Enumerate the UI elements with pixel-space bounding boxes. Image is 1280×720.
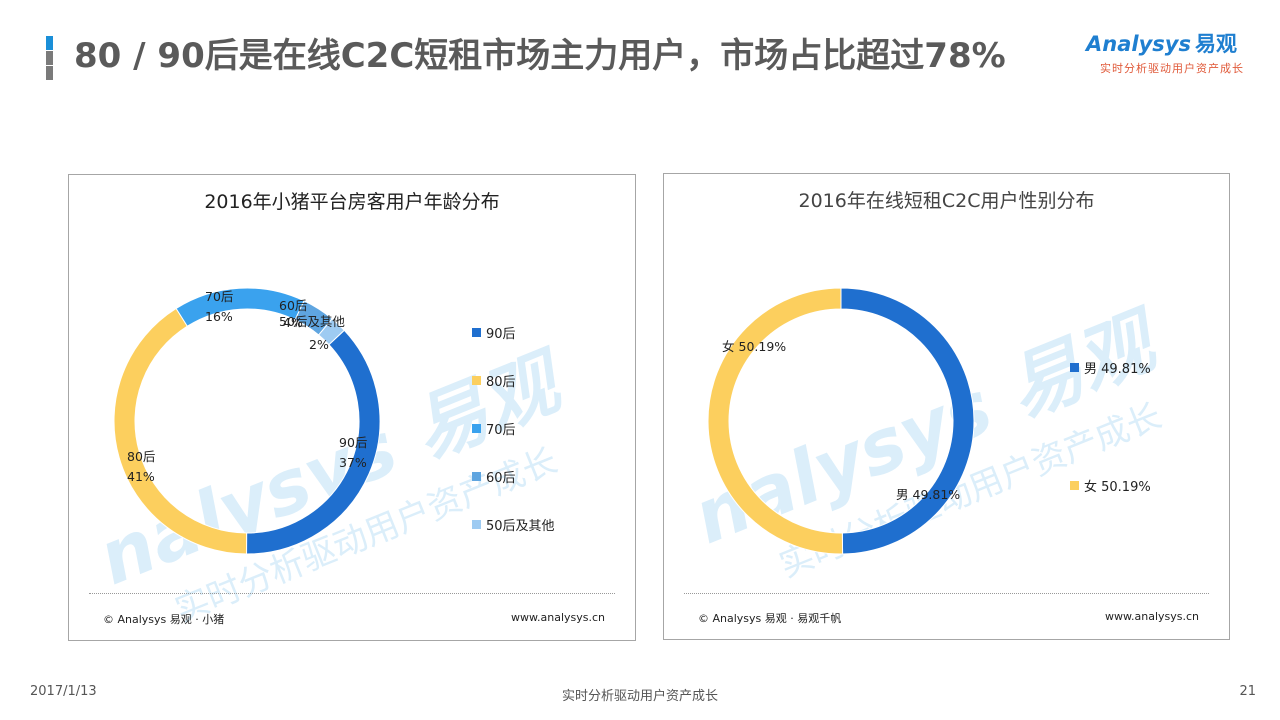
gender-distribution-panel: nalysys 易观 实时分析驱动用户资产成长 2016年在线短租C2C用户性别… (663, 173, 1230, 640)
logo-name-en: Analysys (1086, 32, 1191, 56)
slice-label-value: 2% (309, 337, 329, 352)
slice-label-value: 16% (205, 309, 233, 324)
logo-name: Analysys 易观 (1086, 28, 1246, 58)
donut-slice-1 (840, 287, 975, 555)
slice-label-value: 49.81% (912, 487, 961, 502)
title-accent-segment (46, 51, 53, 65)
chart-title: 2016年小猪平台房客用户年龄分布 (204, 191, 500, 213)
logo-tagline: 实时分析驱动用户资产成长 (1100, 62, 1244, 75)
panel-divider (89, 593, 615, 594)
slice-label-name: 60后 (279, 298, 308, 313)
legend-label: 50后及其他 (486, 518, 555, 534)
legend-swatch (472, 375, 481, 385)
donut-slice-2 (707, 287, 844, 555)
legend-item: 50后及其他 (472, 515, 555, 534)
site-url: www.analysys.cn (511, 611, 605, 624)
slice-label-name: 男 (896, 487, 909, 502)
legend-label: 80后 (486, 374, 516, 390)
legend-item: 70后 (472, 419, 516, 438)
legend-swatch (472, 471, 481, 481)
title-accent-segment (46, 66, 53, 80)
page-title: 80 / 90后是在线C2C短租市场主力用户，市场占比超过78% (74, 36, 1006, 76)
title-accent-bar (46, 36, 53, 80)
slice-label-name: 80后 (127, 449, 156, 464)
page-number: 21 (1239, 684, 1256, 699)
footer-tagline: 实时分析驱动用户资产成长 (561, 689, 718, 704)
slice-label-value: 41% (127, 469, 155, 484)
slice-label-name: 90后 (339, 435, 368, 450)
slice-label-value: 4% (283, 315, 303, 330)
source-note: © Analysys 易观 · 小猪 (103, 613, 225, 626)
donut-slice-2 (113, 307, 248, 555)
legend-item: 女 50.19% (1070, 476, 1151, 495)
slice-label: 60后 4% (279, 297, 307, 331)
slice-label-value: 37% (339, 455, 367, 470)
logo-name-cn: 易观 (1194, 32, 1237, 56)
gender-donut-chart (707, 287, 975, 555)
source-note: © Analysys 易观 · 易观千帆 (698, 612, 842, 625)
age-donut-chart (113, 287, 381, 555)
legend-item: 男 49.81% (1070, 358, 1151, 377)
legend-swatch (472, 423, 481, 433)
legend-swatch (1070, 480, 1079, 490)
footer-date: 2017/1/13 (30, 684, 97, 699)
legend-item: 60后 (472, 467, 516, 486)
legend-swatch (472, 519, 481, 529)
donut-slice-5 (317, 318, 345, 346)
slice-label-value: 50.19% (738, 339, 787, 354)
legend-label: 60后 (486, 470, 516, 486)
slice-label: 80后 41% (127, 447, 155, 487)
slice-label-name: 女 (722, 339, 735, 354)
legend-item: 80后 (472, 371, 516, 390)
legend-swatch (1070, 362, 1079, 372)
legend-label: 女 50.19% (1084, 479, 1151, 495)
slice-label: 70后 16% (205, 287, 233, 327)
slice-label: 男 49.81% (896, 485, 960, 505)
legend-label: 男 49.81% (1084, 361, 1151, 377)
slice-label-name: 70后 (205, 289, 234, 304)
legend-label: 70后 (486, 422, 516, 438)
age-distribution-panel: nalysys 易观 实时分析驱动用户资产成长 2016年小猪平台房客用户年龄分… (68, 174, 636, 641)
title-accent-segment (46, 36, 53, 50)
site-url: www.analysys.cn (1105, 610, 1199, 623)
slice-label: 女 50.19% (722, 337, 786, 357)
panel-divider (684, 593, 1209, 594)
legend-label: 90后 (486, 326, 516, 342)
slice-label-name: 50后及其他 (279, 314, 345, 329)
slice-label: 50后及其他 2% (279, 310, 345, 356)
legend-item: 90后 (472, 323, 516, 342)
chart-title: 2016年在线短租C2C用户性别分布 (798, 190, 1095, 212)
analysys-logo: Analysys 易观 实时分析驱动用户资产成长 (1086, 28, 1246, 78)
slice-label: 90后 37% (339, 433, 367, 473)
legend-swatch (472, 327, 481, 337)
